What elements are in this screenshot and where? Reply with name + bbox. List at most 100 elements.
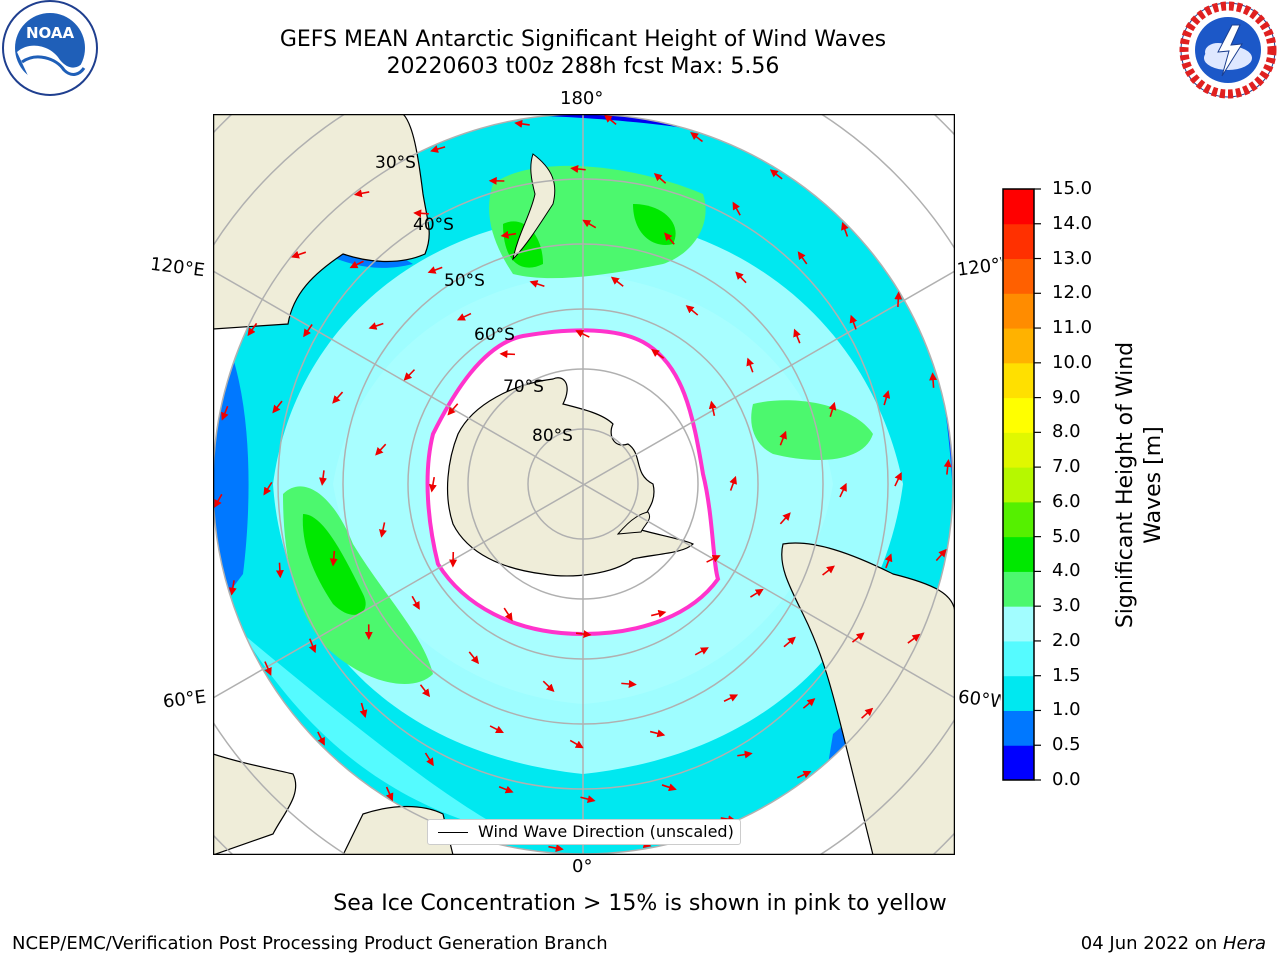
wind-wave-arrow <box>779 430 787 446</box>
lat-label-70s: 70°S <box>503 377 544 397</box>
wind-wave-arrow <box>569 739 584 749</box>
footer-date: 04 Jun 2022 on Hera <box>1081 933 1266 954</box>
colorbar-tick-label: 12.0 <box>1052 282 1093 304</box>
wind-wave-arrow <box>332 391 344 404</box>
wind-wave-arrow <box>621 679 637 688</box>
wind-wave-arrow <box>653 173 667 184</box>
wind-wave-arrow <box>690 131 703 143</box>
colorbar-tick-label: 8.0 <box>1052 421 1081 443</box>
wind-wave-arrow <box>291 250 307 259</box>
wind-wave-arrow <box>317 731 325 746</box>
lon-label-0: 0° <box>572 856 593 877</box>
colorbar-tick-label: 11.0 <box>1052 317 1093 339</box>
wind-wave-arrow <box>375 443 387 456</box>
wind-wave-arrow <box>685 305 699 316</box>
wind-wave-arrow <box>664 232 675 245</box>
wind-wave-arrow <box>779 512 791 525</box>
wind-wave-arrow <box>884 553 893 569</box>
colorbar-cell <box>1003 397 1034 433</box>
wind-wave-arrow <box>732 201 741 216</box>
wind-wave-arrow <box>582 219 597 229</box>
colorbar-cell <box>1003 640 1034 677</box>
wind-wave-arrow <box>385 786 394 802</box>
colorbar-cell <box>1003 258 1034 294</box>
colorbar-cell <box>1003 362 1034 399</box>
wind-wave-arrow <box>419 684 431 698</box>
wind-wave-arrow <box>651 609 667 618</box>
chart-subtitle: 20220603 t00z 288h fcst Max: 5.56 <box>386 54 780 79</box>
wind-wave-arrow <box>839 482 847 498</box>
colorbar-tick-label: 1.0 <box>1052 699 1081 721</box>
colorbar-tick-label: 5.0 <box>1052 525 1081 547</box>
polar-map: 30°S 40°S 50°S 60°S 70°S 80°S <box>213 114 955 855</box>
wind-wave-arrow <box>548 844 564 852</box>
nws-logo <box>1179 1 1277 99</box>
lat-label-30s: 30°S <box>375 153 416 173</box>
wind-wave-arrow <box>228 580 237 596</box>
wind-wave-arrow <box>706 555 721 563</box>
wind-wave-arrow <box>489 725 504 734</box>
wind-wave-arrow <box>368 322 384 330</box>
colorbar-cell <box>1003 571 1034 607</box>
lon-label-180: 180° <box>560 88 604 109</box>
wind-wave-arrow <box>403 369 416 381</box>
wind-wave-arrow <box>575 330 590 338</box>
wind-wave-arrow <box>499 350 516 359</box>
colorbar-cell <box>1003 675 1034 711</box>
wind-wave-arrow <box>214 493 223 508</box>
wind-wave-arrow <box>737 750 753 759</box>
footer-credit: NCEP/EMC/Verification Post Processing Pr… <box>12 933 608 954</box>
wind-wave-arrow <box>708 400 717 417</box>
wind-wave-arrow <box>841 221 849 237</box>
wind-wave-arrow <box>580 795 596 803</box>
wind-wave-arrow <box>746 357 754 373</box>
footer-date-text: 04 Jun 2022 on <box>1080 933 1223 954</box>
noaa-logo: NOAA <box>2 0 98 96</box>
legend-line-swatch <box>438 832 468 833</box>
wind-wave-arrow <box>424 752 434 767</box>
wind-wave-arrow <box>319 470 327 486</box>
wind-wave-arrow <box>861 707 874 719</box>
wind-wave-arrow <box>272 400 283 414</box>
wind-wave-arrow <box>894 291 903 308</box>
wind-wave-arrow <box>796 770 812 779</box>
lat-label-40s: 40°S <box>413 215 454 235</box>
wind-wave-arrow <box>575 630 592 639</box>
wind-wave-arrow <box>802 698 816 709</box>
wind-wave-arrow <box>529 280 545 288</box>
wind-wave-arrow <box>929 372 938 388</box>
wind-wave-arrow <box>828 401 837 418</box>
colorbar-tick-label: 14.0 <box>1052 212 1093 234</box>
wind-wave-arrow <box>907 633 921 644</box>
wind-wave-arrow <box>430 145 446 153</box>
wind-wave-arrow <box>264 661 272 676</box>
wind-wave-arrow <box>349 260 364 269</box>
wind-wave-arrow <box>783 636 796 648</box>
colorbar-tick-label: 9.0 <box>1052 386 1081 408</box>
colorbar-tick-label: 3.0 <box>1052 595 1081 617</box>
lat-label-80s: 80°S <box>532 426 573 446</box>
wind-wave-arrow <box>729 475 737 491</box>
wind-wave-arrow <box>851 632 865 643</box>
chart-title: GEFS MEAN Antarctic Significant Height o… <box>279 27 887 52</box>
colorbar-tick-label: 13.0 <box>1052 247 1093 269</box>
wind-wave-arrow <box>750 588 764 598</box>
wind-wave-arrow <box>514 119 530 128</box>
colorbar-tick-label: 10.0 <box>1052 351 1093 373</box>
wind-wave-arrow <box>793 328 801 344</box>
legend-label: Wind Wave Direction (unscaled) <box>478 822 734 841</box>
wind-wave-arrow <box>570 164 586 173</box>
colorbar-tick-label: 1.5 <box>1052 664 1081 686</box>
colorbar-cell <box>1003 189 1034 225</box>
colorbar-cell <box>1003 293 1034 329</box>
wind-wave-arrow <box>413 209 429 218</box>
wind-wave-arrow <box>882 390 891 406</box>
colorbar-cell <box>1003 606 1034 642</box>
wind-wave-arrow <box>943 459 952 475</box>
wind-wave-arrow <box>247 322 258 337</box>
wind-wave-arrow <box>447 403 459 416</box>
wind-wave-arrow <box>610 276 624 287</box>
footer-machine: Hera <box>1222 933 1266 954</box>
wind-wave-arrow <box>797 251 808 265</box>
wind-wave-arrow <box>329 550 338 567</box>
